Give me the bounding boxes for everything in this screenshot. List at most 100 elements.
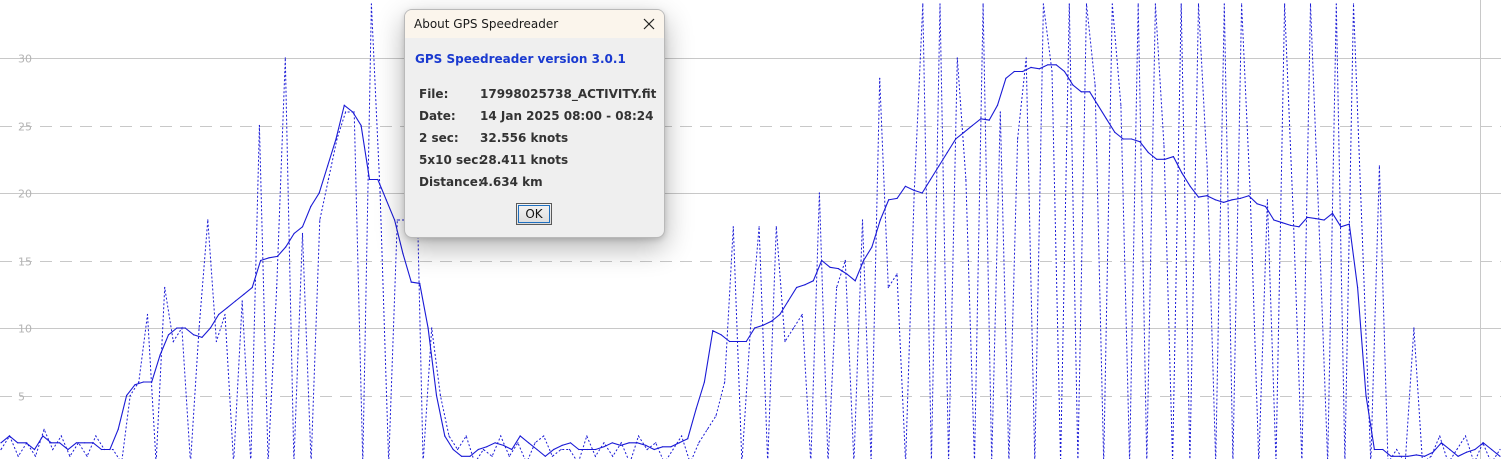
close-button[interactable]: [634, 10, 664, 38]
data-point: [670, 446, 672, 448]
data-point: [215, 340, 217, 343]
data-point: [561, 444, 563, 446]
data-point: [301, 232, 304, 235]
data-point: [207, 219, 209, 221]
ok-button[interactable]: OK: [516, 203, 552, 225]
data-point: [1430, 455, 1432, 457]
data-point: [770, 320, 773, 322]
data-point: [218, 313, 220, 316]
data-point: [112, 448, 114, 451]
data-point: [84, 442, 86, 444]
data-point: [929, 178, 932, 181]
y-axis-ticks: 5 10 15 20 25 30: [18, 53, 32, 404]
data-point: [176, 327, 178, 329]
data-point: [293, 232, 295, 235]
data-point: [226, 307, 228, 309]
data-point: [209, 327, 211, 329]
version-heading: GPS Speedreader version 3.0.1: [415, 52, 626, 66]
data-point: [435, 394, 438, 397]
data-point: [611, 442, 613, 444]
data-point: [1390, 455, 1392, 457]
data-point: [448, 435, 450, 437]
data-point: [494, 442, 496, 444]
data-point: [1306, 216, 1308, 218]
data-point: [172, 340, 174, 343]
y-tick-label: 10: [18, 323, 32, 336]
data-point: [636, 442, 639, 444]
data-point: [1407, 455, 1409, 457]
data-point: [345, 111, 347, 113]
data-point: [896, 273, 898, 275]
data-point: [59, 442, 61, 444]
data-point: [396, 219, 398, 221]
data-point: [439, 394, 441, 397]
data-point: [1315, 218, 1317, 220]
data-point: [1017, 138, 1019, 140]
data-point: [17, 442, 19, 444]
info-key: Distance:: [419, 175, 483, 189]
data-point: [1147, 151, 1149, 154]
data-point: [1439, 435, 1441, 437]
data-point: [745, 340, 747, 343]
data-point: [793, 327, 795, 329]
data-point: [1456, 448, 1458, 451]
data-point: [181, 327, 183, 329]
data-point: [477, 448, 479, 451]
data-point: [543, 435, 545, 437]
data-point: [159, 354, 161, 356]
data-point: [645, 444, 647, 446]
data-point: [1449, 448, 1451, 451]
data-point: [595, 448, 597, 451]
data-point: [42, 435, 44, 437]
data-point: [519, 435, 521, 437]
data-point: [904, 185, 907, 187]
data-point: [560, 448, 562, 451]
data-point: [586, 448, 588, 451]
data-point: [1309, 3, 1312, 5]
data-point: [913, 192, 915, 194]
data-point: [26, 442, 28, 444]
data-point: [678, 442, 680, 444]
data-point: [465, 435, 467, 437]
data-point: [946, 151, 948, 154]
dialog-titlebar: About GPS Speedreader: [405, 10, 664, 38]
data-point: [1248, 195, 1250, 197]
data-point: [43, 428, 45, 430]
data-point: [343, 104, 345, 106]
data-point: [1318, 226, 1320, 228]
data-point: [1373, 448, 1375, 451]
data-point: [335, 138, 337, 140]
data-point: [1085, 3, 1088, 5]
data-point: [1223, 201, 1225, 203]
data-point: [310, 205, 312, 208]
data-point: [1415, 454, 1417, 456]
data-point: [234, 300, 237, 302]
y-tick-label: 20: [18, 188, 32, 201]
data-point: [1482, 442, 1484, 444]
data-point: [655, 442, 657, 444]
data-point: [1340, 226, 1342, 228]
info-value: 14 Jan 2025 08:00 - 08:24: [480, 109, 654, 123]
data-point: [887, 286, 889, 289]
data-point: [1047, 64, 1049, 66]
data-point: [1223, 3, 1225, 5]
data-point: [681, 435, 683, 437]
data-point: [1172, 156, 1174, 158]
data-point: [1114, 131, 1116, 133]
data-point: [457, 448, 459, 451]
data-point: [95, 435, 97, 437]
data-point: [1206, 195, 1208, 197]
data-point: [754, 327, 756, 329]
data-point: [971, 124, 974, 127]
data-point: [402, 253, 404, 255]
series-1-points: [0, 3, 1501, 457]
data-point: [1055, 64, 1057, 66]
data-point: [836, 286, 838, 289]
data-point: [620, 442, 622, 444]
data-point: [612, 455, 614, 457]
data-point: [879, 77, 881, 79]
data-point: [1197, 196, 1200, 198]
data-point: [1189, 185, 1191, 187]
data-point: [988, 119, 990, 121]
data-point: [1284, 3, 1286, 5]
